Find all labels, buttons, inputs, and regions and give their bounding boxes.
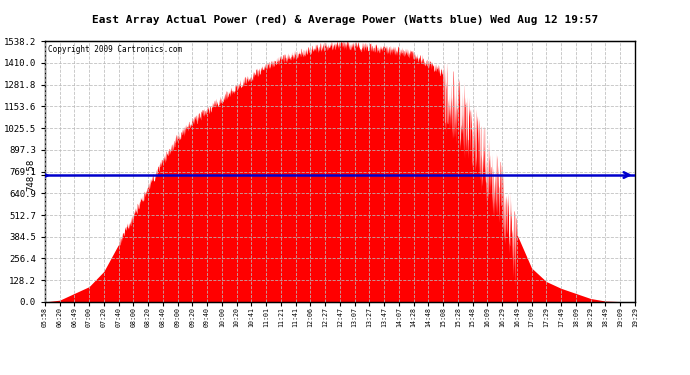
Text: Copyright 2009 Cartronics.com: Copyright 2009 Cartronics.com bbox=[48, 45, 182, 54]
Text: East Array Actual Power (red) & Average Power (Watts blue) Wed Aug 12 19:57: East Array Actual Power (red) & Average … bbox=[92, 15, 598, 25]
